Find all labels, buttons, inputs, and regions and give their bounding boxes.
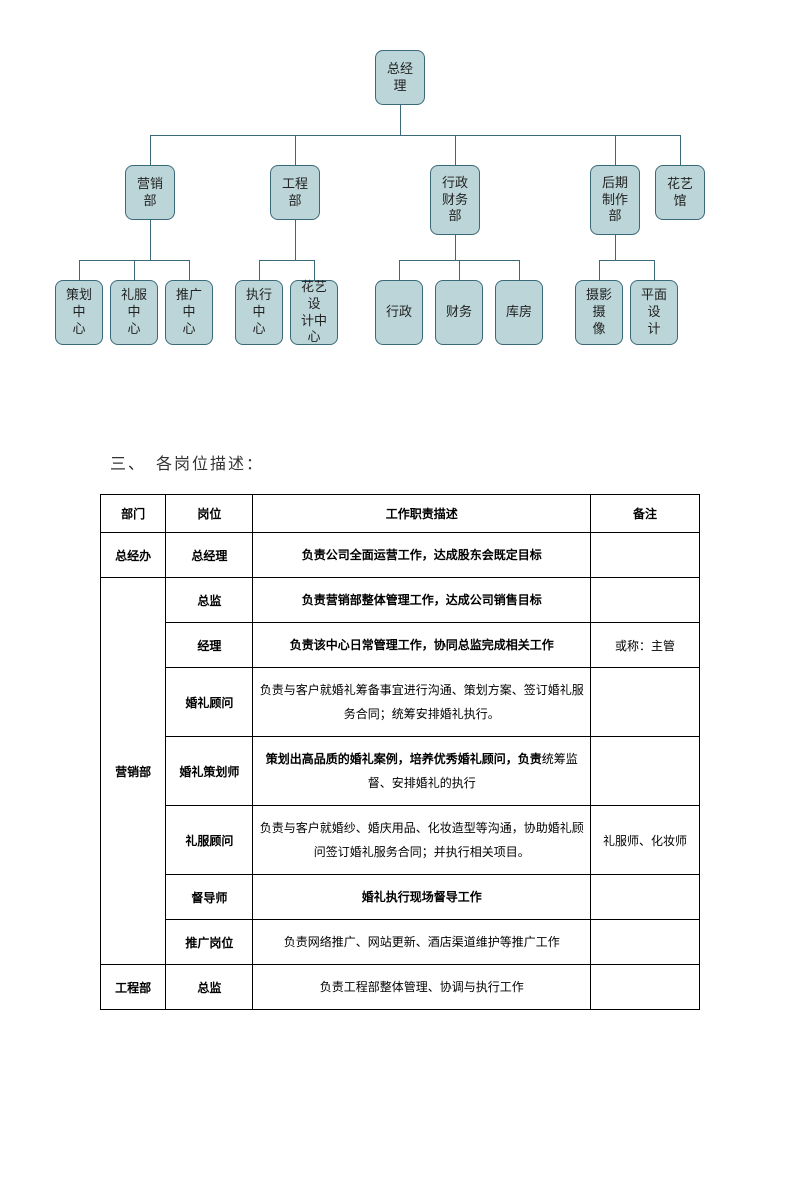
cell-note bbox=[591, 533, 700, 578]
line bbox=[150, 135, 680, 136]
line bbox=[295, 135, 296, 165]
cell-position: 礼服顾问 bbox=[166, 806, 253, 875]
line bbox=[599, 260, 655, 261]
cell-desc: 负责网络推广、网站更新、酒店渠道维护等推广工作 bbox=[253, 920, 591, 965]
table-row: 督导师婚礼执行现场督导工作 bbox=[101, 875, 700, 920]
node-root: 总经 理 bbox=[375, 50, 425, 105]
line bbox=[399, 260, 400, 280]
cell-desc: 策划出高品质的婚礼案例，培养优秀婚礼顾问，负责统筹监督、安排婚礼的执行 bbox=[253, 737, 591, 806]
cell-position: 总监 bbox=[166, 965, 253, 1010]
cell-desc: 负责与客户就婚纱、婚庆用品、化妆造型等沟通，协助婚礼顾问签订婚礼服务合同；并执行… bbox=[253, 806, 591, 875]
line bbox=[680, 135, 681, 165]
line bbox=[400, 105, 401, 135]
table-row: 总经办总经理负责公司全面运营工作，达成股东会既定目标 bbox=[101, 533, 700, 578]
line bbox=[599, 260, 600, 280]
cell-position: 婚礼策划师 bbox=[166, 737, 253, 806]
cell-position: 总经理 bbox=[166, 533, 253, 578]
cell-dept: 营销部 bbox=[101, 578, 166, 965]
node-sales: 营销 部 bbox=[125, 165, 175, 220]
cell-position: 推广岗位 bbox=[166, 920, 253, 965]
org-chart: 总经 理 营销 部 工程 部 行政 财务 部 后期 制作 部 花艺 馆 策划中 … bbox=[40, 50, 760, 390]
cell-note bbox=[591, 668, 700, 737]
cell-desc: 负责该中心日常管理工作，协同总监完成相关工作 bbox=[253, 623, 591, 668]
node-graphic: 平面设 计 bbox=[630, 280, 678, 345]
line bbox=[615, 235, 616, 260]
table-row: 推广岗位负责网络推广、网站更新、酒店渠道维护等推广工作 bbox=[101, 920, 700, 965]
node-dress: 礼服中 心 bbox=[110, 280, 158, 345]
job-table: 部门 岗位 工作职责描述 备注 总经办总经理负责公司全面运营工作，达成股东会既定… bbox=[100, 494, 700, 1010]
line bbox=[654, 260, 655, 280]
node-admin: 行政 bbox=[375, 280, 423, 345]
header-desc: 工作职责描述 bbox=[253, 495, 591, 533]
node-warehouse: 库房 bbox=[495, 280, 543, 345]
cell-position: 婚礼顾问 bbox=[166, 668, 253, 737]
line bbox=[189, 260, 190, 280]
line bbox=[259, 260, 315, 261]
node-planning: 策划中 心 bbox=[55, 280, 103, 345]
cell-dept: 工程部 bbox=[101, 965, 166, 1010]
table-header-row: 部门 岗位 工作职责描述 备注 bbox=[101, 495, 700, 533]
line bbox=[134, 260, 135, 280]
table-row: 婚礼顾问负责与客户就婚礼筹备事宜进行沟通、策划方案、签订婚礼服务合同；统筹安排婚… bbox=[101, 668, 700, 737]
cell-desc: 负责公司全面运营工作，达成股东会既定目标 bbox=[253, 533, 591, 578]
line bbox=[455, 135, 456, 165]
line bbox=[455, 235, 456, 260]
line bbox=[150, 220, 151, 260]
cell-note bbox=[591, 965, 700, 1010]
cell-dept: 总经办 bbox=[101, 533, 166, 578]
cell-position: 经理 bbox=[166, 623, 253, 668]
node-florist: 花艺 馆 bbox=[655, 165, 705, 220]
cell-desc: 负责工程部整体管理、协调与执行工作 bbox=[253, 965, 591, 1010]
node-photo: 摄影摄 像 bbox=[575, 280, 623, 345]
table-row: 营销部总监负责营销部整体管理工作，达成公司销售目标 bbox=[101, 578, 700, 623]
cell-desc: 负责与客户就婚礼筹备事宜进行沟通、策划方案、签订婚礼服务合同；统筹安排婚礼执行。 bbox=[253, 668, 591, 737]
header-position: 岗位 bbox=[166, 495, 253, 533]
cell-desc: 婚礼执行现场督导工作 bbox=[253, 875, 591, 920]
line bbox=[259, 260, 260, 280]
line bbox=[295, 220, 296, 260]
table-row: 经理负责该中心日常管理工作，协同总监完成相关工作或称：主管 bbox=[101, 623, 700, 668]
cell-desc: 负责营销部整体管理工作，达成公司销售目标 bbox=[253, 578, 591, 623]
node-execution: 执行中 心 bbox=[235, 280, 283, 345]
line bbox=[150, 135, 151, 165]
cell-note bbox=[591, 737, 700, 806]
line bbox=[459, 260, 460, 280]
node-floral-design: 花艺设 计中心 bbox=[290, 280, 338, 345]
table-row: 礼服顾问负责与客户就婚纱、婚庆用品、化妆造型等沟通，协助婚礼顾问签订婚礼服务合同… bbox=[101, 806, 700, 875]
cell-position: 督导师 bbox=[166, 875, 253, 920]
node-finance: 财务 bbox=[435, 280, 483, 345]
node-promotion: 推广中 心 bbox=[165, 280, 213, 345]
header-note: 备注 bbox=[591, 495, 700, 533]
cell-note: 或称：主管 bbox=[591, 623, 700, 668]
cell-note bbox=[591, 578, 700, 623]
header-dept: 部门 bbox=[101, 495, 166, 533]
node-engineering: 工程 部 bbox=[270, 165, 320, 220]
node-admin-finance: 行政 财务 部 bbox=[430, 165, 480, 235]
table-row: 工程部总监负责工程部整体管理、协调与执行工作 bbox=[101, 965, 700, 1010]
line bbox=[314, 260, 315, 280]
line bbox=[615, 135, 616, 165]
node-postproduction: 后期 制作 部 bbox=[590, 165, 640, 235]
section-title: 三、 各岗位描述： bbox=[110, 450, 800, 474]
cell-note: 礼服师、化妆师 bbox=[591, 806, 700, 875]
cell-note bbox=[591, 875, 700, 920]
table-row: 婚礼策划师策划出高品质的婚礼案例，培养优秀婚礼顾问，负责统筹监督、安排婚礼的执行 bbox=[101, 737, 700, 806]
cell-note bbox=[591, 920, 700, 965]
line bbox=[519, 260, 520, 280]
line bbox=[79, 260, 80, 280]
cell-position: 总监 bbox=[166, 578, 253, 623]
